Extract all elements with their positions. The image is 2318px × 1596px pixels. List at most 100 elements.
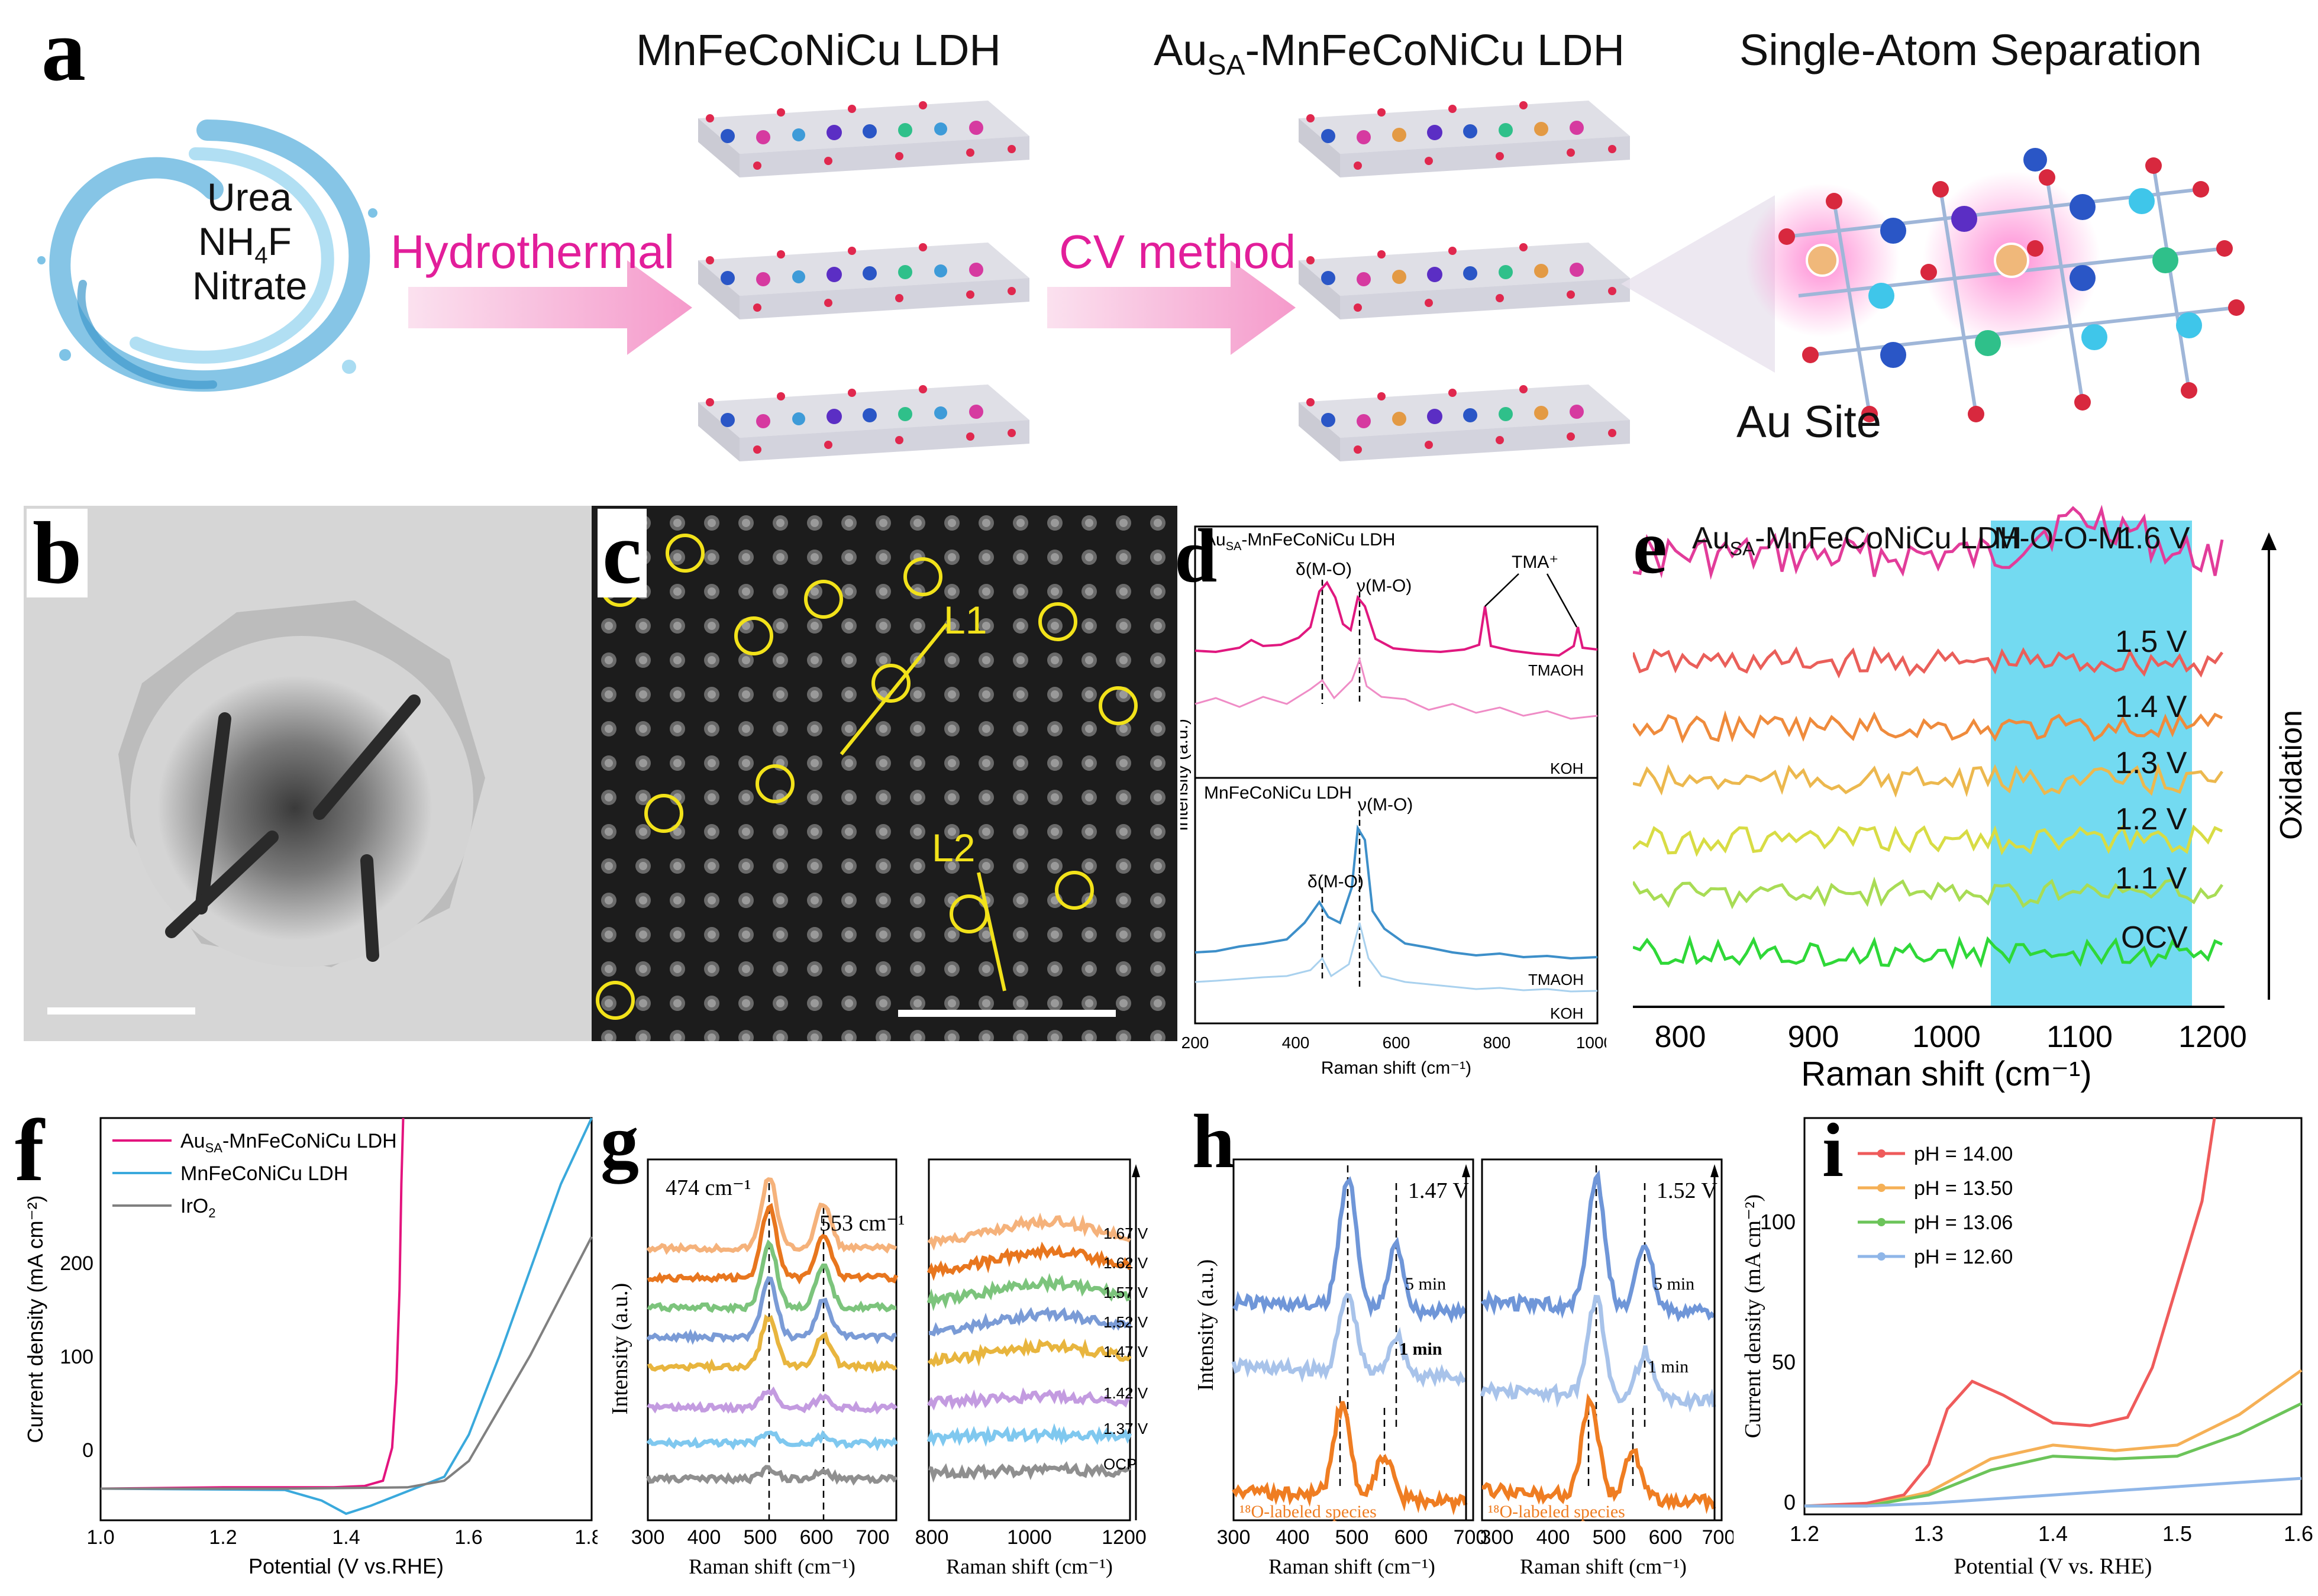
i-legend-label-3: pH = 12.60 <box>1914 1246 2013 1268</box>
d-xtick-1: 400 <box>1282 1033 1310 1052</box>
label-top-tmaoh: TMAOH <box>1528 661 1584 679</box>
panel-i-xlabel: Potential (V vs. RHE) <box>1954 1554 2152 1579</box>
title-single-atom: Single-Atom Separation <box>1739 25 2202 75</box>
panel-d-bottom-koh-spectrum <box>1194 922 1598 993</box>
g-xtick-l2: 500 <box>744 1526 777 1549</box>
h-potential-label-left: 1.47 V <box>1408 1178 1469 1203</box>
g-spectrum-left-5 <box>647 1386 898 1415</box>
tma-arrow-1 <box>1484 573 1519 607</box>
h-time-right-1min: 1 min <box>1648 1357 1689 1377</box>
panel-d-bottom-title: MnFeCoNiCu LDH <box>1204 783 1352 803</box>
g-potential-label-2: 1.57 V <box>1103 1284 1148 1301</box>
h-spectrum-lo <box>1232 1401 1468 1516</box>
g-xtick-r0: 800 <box>915 1526 949 1549</box>
g-xtick-l1: 400 <box>687 1526 721 1549</box>
g-xtick-l0: 300 <box>631 1526 665 1549</box>
panel-b-tem-image <box>24 506 592 1041</box>
panel-c-haadf-image <box>592 506 1177 1041</box>
h-spectrum-r1 <box>1480 1294 1716 1413</box>
title-mnfe-ldh: MnFeCoNiCu LDH <box>636 25 1001 75</box>
title-ausa-ldh: AuSA-MnFeCoNiCu LDH <box>1154 25 1625 81</box>
i-legend-marker-2 <box>1877 1218 1886 1226</box>
panel-f-frame <box>99 1117 593 1521</box>
panel-g-letter: g <box>601 1099 639 1184</box>
h-spectrum-r5 <box>1480 1169 1716 1323</box>
h-spectrum-l5 <box>1232 1176 1467 1324</box>
volt-label-0: 1.6 V <box>2118 521 2190 555</box>
line-label-l1: L1 <box>944 598 987 642</box>
g-potential-label-7: OCP <box>1103 1455 1137 1473</box>
h-xtick-r1: 400 <box>1536 1526 1570 1549</box>
h-time-right-5min: 5 min <box>1654 1274 1694 1294</box>
f-xtick-3: 1.6 <box>454 1526 482 1549</box>
panel-e-raman-chart: 800 900 1000 1100 1200 Raman shift (cm⁻¹… <box>1633 505 2309 1093</box>
h-xtick-r2: 500 <box>1593 1526 1626 1549</box>
panel-d-ylabel: Intensity (a.u.) <box>1180 719 1192 831</box>
panel-g-ylabel: Intensity (a.u.) <box>608 1283 632 1415</box>
panel-g-xlabel-right: Raman shift (cm⁻¹) <box>946 1555 1113 1578</box>
e-xtick-4: 1200 <box>2178 1020 2247 1054</box>
g-potential-label-3: 1.52 V <box>1103 1313 1148 1331</box>
g-spectrum-right-3 <box>928 1306 1132 1337</box>
volt-label-6: OCV <box>2121 920 2188 955</box>
zoom-cone <box>1621 195 1775 373</box>
g-spectrum-right-1 <box>926 1241 1132 1281</box>
f-xtick-4: 1.8 <box>574 1526 598 1549</box>
panel-h-letter: h <box>1192 1099 1235 1184</box>
f-xtick-1: 1.2 <box>209 1526 237 1549</box>
i-legend-marker-3 <box>1877 1252 1886 1261</box>
g-spectrum-left-6 <box>646 1430 898 1452</box>
g-spectrum-left-0 <box>646 1177 898 1255</box>
e-xtick-1: 900 <box>1788 1020 1839 1054</box>
precursor-nitrate: Nitrate <box>192 264 308 308</box>
g-peak-label-553: 553 cm⁻¹ <box>819 1211 905 1236</box>
i-legend-marker-0 <box>1877 1149 1886 1158</box>
panel-i-frame <box>1803 1117 2303 1516</box>
tma-arrow-2 <box>1546 573 1578 628</box>
panel-c-letter: c <box>598 509 647 597</box>
panel-b-letter: b <box>27 509 88 597</box>
panel-d-tma-label: TMA⁺ <box>1512 553 1558 572</box>
i-ytick-2: 100 <box>1760 1210 1796 1234</box>
h-time-left-5min: 5 min <box>1405 1274 1446 1294</box>
e-xtick-3: 1100 <box>2046 1020 2113 1054</box>
h-time-left-1min: 1 min <box>1399 1339 1442 1359</box>
d-xtick-3: 800 <box>1483 1033 1511 1052</box>
d-xtick-0: 200 <box>1181 1033 1209 1052</box>
single-atom-lattice-illustration <box>1745 148 2245 422</box>
g-xtick-r2: 1200 <box>1102 1526 1147 1549</box>
panel-e-xlabel: Raman shift (cm⁻¹) <box>1801 1055 2091 1093</box>
i-series-line-2 <box>1804 1402 2303 1508</box>
h-potential-label-right: 1.52 V <box>1657 1178 1717 1203</box>
panel-h-frame-left <box>1232 1158 1474 1521</box>
e-xtick-2: 1000 <box>1912 1020 1981 1054</box>
g-spectrum-left-7 <box>645 1465 898 1486</box>
g-spectrum-right-6 <box>926 1423 1132 1447</box>
i-legend-marker-1 <box>1877 1184 1886 1192</box>
g-spectrum-left-4 <box>647 1314 898 1374</box>
h-xtick-l3: 600 <box>1394 1526 1428 1549</box>
panel-d-letter: d <box>1174 513 1218 599</box>
g-xtick-l4: 700 <box>856 1526 890 1549</box>
panel-d-nu-label-bottom: ν(M-O) <box>1358 795 1413 815</box>
g-xtick-r1: 1000 <box>1007 1526 1052 1549</box>
i-ytick-1: 50 <box>1772 1350 1796 1374</box>
g-spectrum-right-0 <box>927 1212 1131 1251</box>
i-legend-label-1: pH = 13.50 <box>1914 1177 2013 1200</box>
f-legend-label-0: AuSA-MnFeCoNiCu LDH <box>180 1130 397 1155</box>
h-xtick-r4: 700 <box>1702 1526 1733 1549</box>
h-species-label-right: ¹⁸O-labeled species <box>1488 1502 1625 1521</box>
panel-g-xlabel-left: Raman shift (cm⁻¹) <box>689 1555 855 1578</box>
au-site-label: Au Site <box>1736 397 1882 447</box>
panel-d-bottom-tmaoh-spectrum <box>1194 824 1598 960</box>
line-label-l2: L2 <box>932 826 976 870</box>
panel-g-frame-left <box>647 1158 898 1521</box>
g-spectrum-right-7 <box>928 1461 1131 1483</box>
e-spectrum-1 <box>1633 645 2224 679</box>
g-spectrum-right-5 <box>926 1387 1131 1411</box>
i-legend-label-0: pH = 14.00 <box>1914 1143 2013 1165</box>
precursor-urea: Urea <box>207 175 292 219</box>
panel-a-letter: a <box>41 1 86 99</box>
e-spectrum-5 <box>1633 876 2224 910</box>
panel-d-xlabel: Raman shift (cm⁻¹) <box>1321 1058 1471 1078</box>
